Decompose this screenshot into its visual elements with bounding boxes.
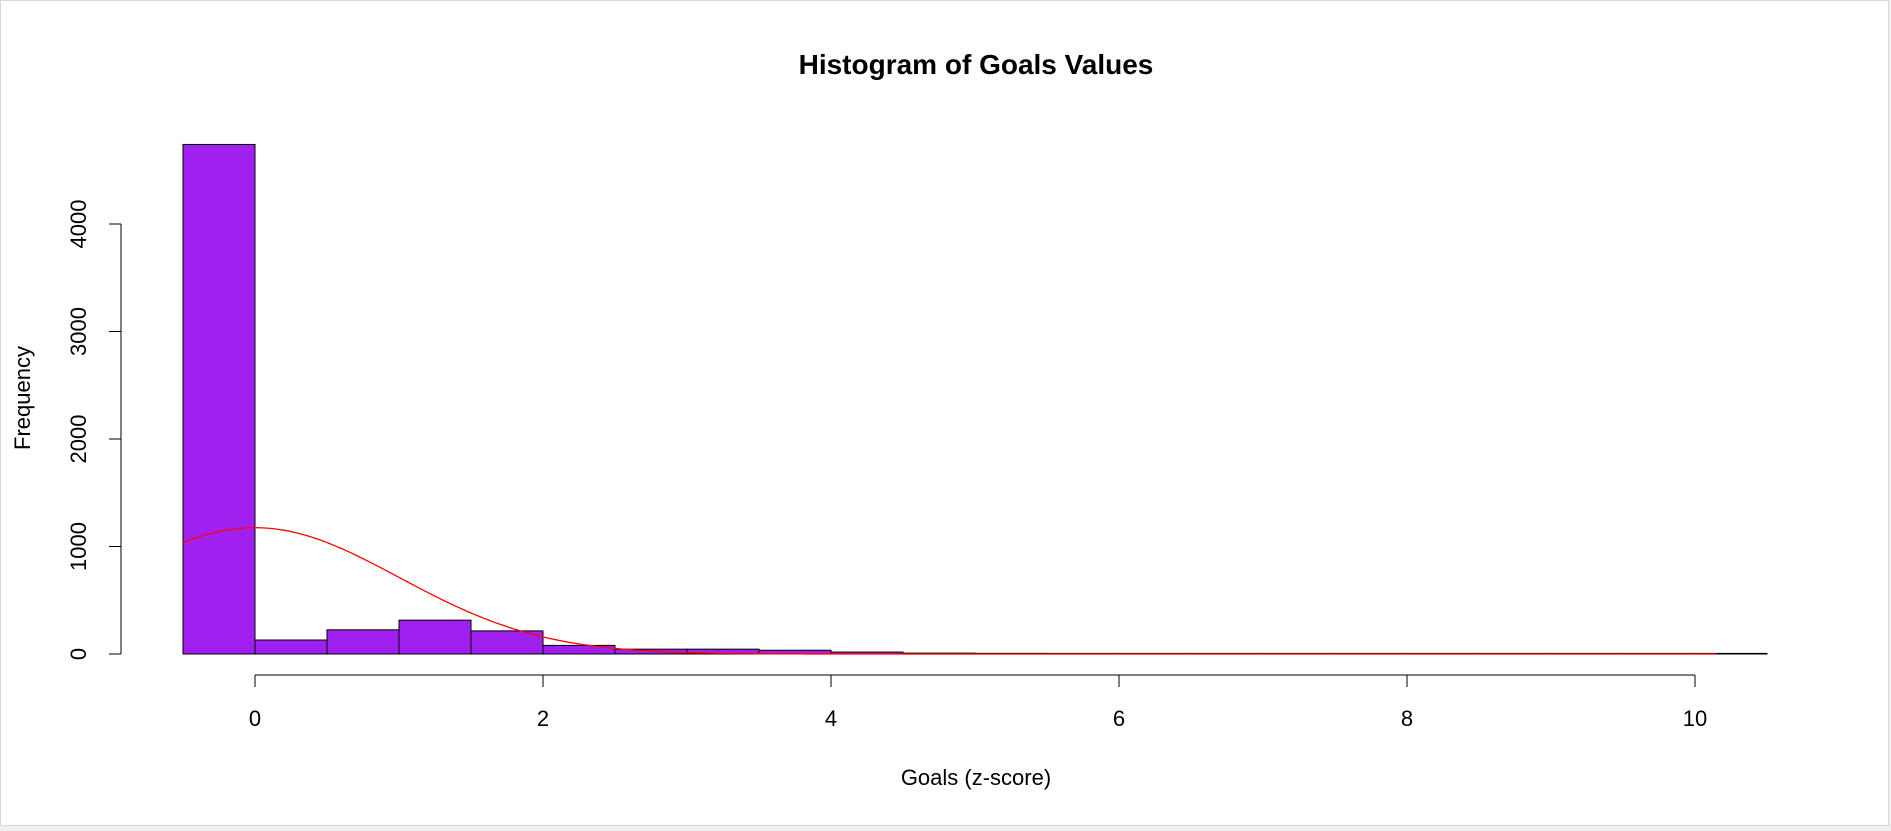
x-tick-label: 4	[825, 706, 837, 731]
x-axis-label: Goals (z-score)	[901, 765, 1051, 790]
normal-curve-group	[182, 527, 1717, 655]
x-tick-label: 0	[249, 706, 261, 731]
x-tick-label: 2	[537, 706, 549, 731]
y-axis: 0 1000 2000 3000 4000	[66, 200, 122, 660]
normal-curve	[182, 527, 1717, 655]
x-axis: 0 2 4 6 8 10	[249, 674, 1707, 731]
histogram-bar	[254, 639, 328, 655]
histogram-bar	[182, 143, 256, 655]
histogram-bar	[398, 619, 472, 655]
y-tick-label: 3000	[66, 307, 91, 356]
histogram-bar	[326, 629, 400, 655]
y-tick-label: 1000	[66, 522, 91, 571]
x-tick-label: 8	[1401, 706, 1413, 731]
chart-title: Histogram of Goals Values	[799, 49, 1154, 80]
x-tick-label: 6	[1113, 706, 1125, 731]
histogram-bars	[182, 143, 1768, 655]
histogram-bar	[470, 630, 544, 655]
y-tick-label: 4000	[66, 200, 91, 249]
y-tick-label: 0	[66, 648, 91, 660]
x-tick-label: 10	[1683, 706, 1707, 731]
y-axis-label: Frequency	[10, 346, 35, 450]
y-tick-label: 2000	[66, 415, 91, 464]
